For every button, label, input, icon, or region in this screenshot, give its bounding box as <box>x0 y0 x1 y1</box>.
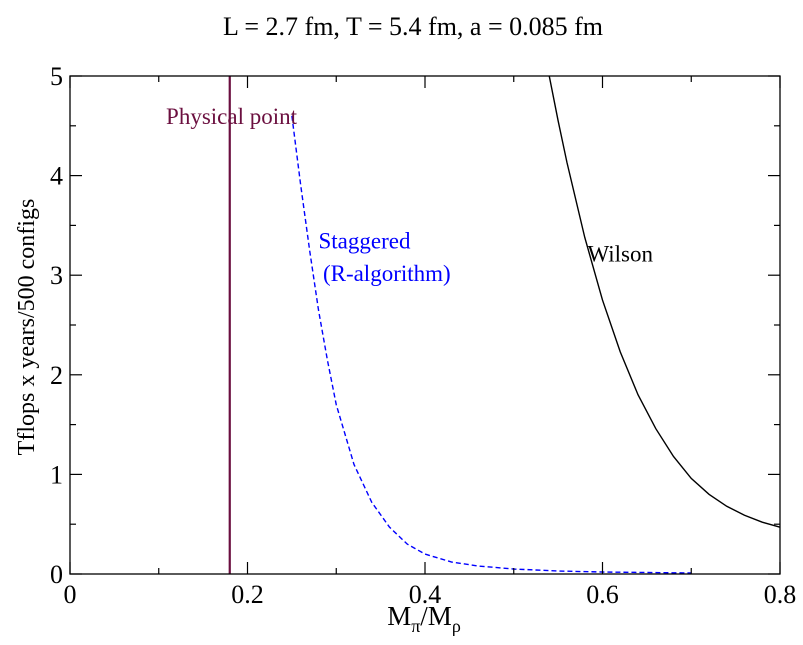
x-tick-label: 0 <box>64 580 77 609</box>
annotation-wilson: Wilson <box>587 241 653 266</box>
y-tick-label: 5 <box>50 62 63 91</box>
y-tick-label: 1 <box>50 460 63 489</box>
x-axis-label-main: M <box>387 601 411 631</box>
y-tick-label: 2 <box>50 361 63 390</box>
x-tick-label: 0.8 <box>764 580 797 609</box>
x-axis-label-sub-pi: π <box>411 616 420 636</box>
x-tick-label: 0.4 <box>409 580 442 609</box>
chart-title: L = 2.7 fm, T = 5.4 fm, a = 0.085 fm <box>223 12 603 41</box>
x-axis-label: Mπ/Mρ <box>387 601 461 636</box>
y-tick-labels: 0 1 2 3 4 5 <box>50 62 63 589</box>
y-axis-label: Tflops x years/500 configs <box>14 199 40 456</box>
x-tick-label: 0.6 <box>586 580 619 609</box>
annotation-r-algorithm: (R-algorithm) <box>323 261 451 286</box>
data-series <box>228 75 781 574</box>
y-tick-label: 0 <box>50 560 63 589</box>
annotation-staggered: Staggered <box>319 228 411 253</box>
x-tick-labels: 0 0.2 0.4 0.6 0.8 <box>64 580 797 609</box>
plot-frame <box>69 75 781 575</box>
axis-ticks <box>69 75 781 575</box>
y-tick-label: 4 <box>50 162 63 191</box>
x-axis-label-sub-rho: ρ <box>452 616 461 636</box>
annotation-physical-point: Physical point <box>166 104 298 129</box>
series-line-wilson <box>548 75 781 528</box>
annotations: Physical point Staggered (R-algorithm) Wils… <box>166 104 653 286</box>
x-axis-label-sep: /M <box>420 601 452 631</box>
y-tick-label: 3 <box>50 261 63 290</box>
series-line-staggered-r-algorithm <box>291 115 692 574</box>
x-tick-label: 0.2 <box>231 580 264 609</box>
